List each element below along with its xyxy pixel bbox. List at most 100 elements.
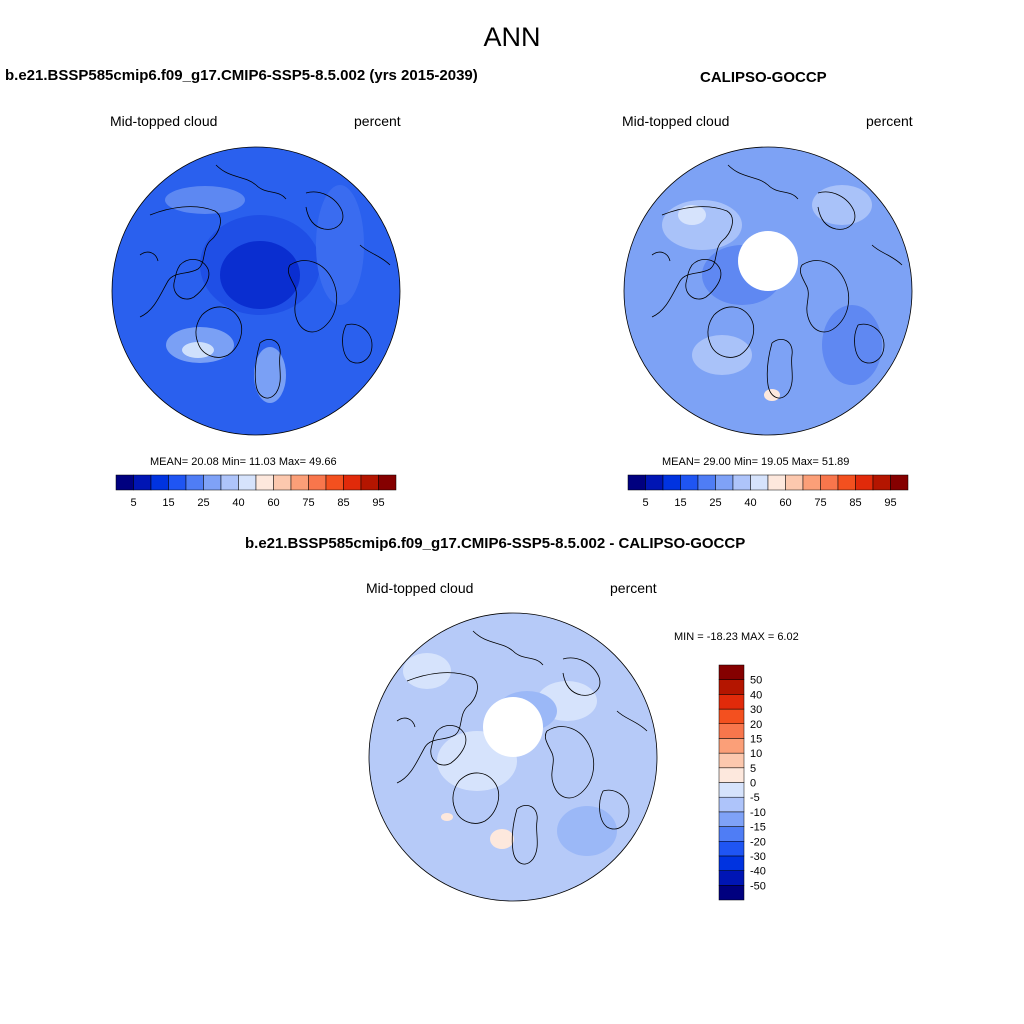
map-boundary: [111, 146, 401, 436]
panel3-polar-map: [368, 612, 658, 902]
colorbar-swatch: [802, 474, 821, 491]
colorbar-tick-label: 0: [750, 778, 756, 790]
map-contour-patch: [678, 205, 706, 225]
colorbar-swatch: [325, 474, 344, 491]
panel2-colorbar: 5 15 25 40 60 75 85 95: [627, 474, 909, 509]
coastline: [651, 251, 671, 262]
colorbar-tick-label: 15: [162, 497, 174, 509]
colorbar-swatch: [767, 474, 786, 491]
map-boundary: [368, 612, 658, 902]
colorbar-swatch: [718, 855, 745, 871]
colorbar-swatch: [750, 474, 769, 491]
colorbar-swatch: [718, 752, 745, 769]
map-boundary: [623, 146, 913, 436]
coastline: [544, 726, 595, 799]
panel2-polar-map: [623, 146, 913, 436]
colorbar-tick-label: 75: [814, 497, 826, 509]
coastline: [305, 191, 344, 230]
colorbar-tick-label: 5: [750, 763, 756, 775]
map-contour-patch: [441, 813, 453, 821]
coastline: [195, 306, 242, 358]
colorbar-swatch: [680, 474, 699, 491]
map-contour-patch: [662, 200, 742, 250]
colorbar-swatch: [718, 885, 745, 901]
colorbar-tick-label: 40: [750, 689, 762, 701]
colorbar-tick-label: 5: [642, 497, 648, 509]
colorbar-swatch: [697, 474, 716, 491]
coastline: [599, 789, 630, 830]
colorbar-tick-label: -10: [750, 807, 766, 819]
map-contour-patch: [822, 305, 882, 385]
panel3-variable-label: Mid-topped cloud: [366, 580, 474, 596]
coastline: [173, 259, 210, 300]
missing-data-pole: [738, 231, 798, 291]
panel1-polar-map: [111, 146, 401, 436]
colorbar-swatch: [718, 841, 745, 857]
colorbar-swatch: [627, 474, 646, 491]
colorbar-tick-label: 25: [709, 497, 721, 509]
coastline: [359, 244, 391, 266]
colorbar-swatch: [732, 474, 751, 491]
colorbar-swatch: [203, 474, 222, 491]
coastline: [472, 630, 544, 666]
colorbar-swatch: [718, 738, 745, 754]
colorbar-swatch: [115, 474, 134, 491]
map-contour-patch: [220, 241, 300, 309]
colorbar-swatch: [718, 679, 745, 695]
coastline: [396, 717, 416, 728]
coastline: [871, 244, 903, 266]
colorbar-swatch: [718, 796, 745, 813]
colorbar-swatch: [238, 474, 257, 491]
colorbar-swatch: [360, 474, 379, 491]
coastline: [562, 657, 601, 696]
coastline: [452, 772, 499, 824]
coastline: [799, 260, 850, 333]
colorbar-swatch: [185, 474, 204, 491]
colorbar-swatch: [645, 474, 664, 491]
colorbar-swatch: [255, 474, 274, 491]
colorbar-tick-label: 60: [779, 497, 791, 509]
panel2-units-label: percent: [866, 113, 913, 129]
colorbar-tick-label: -30: [750, 851, 766, 863]
map-contour-patch: [692, 335, 752, 375]
map-contour-patch: [316, 185, 364, 305]
colorbar-tick-label: 95: [372, 497, 384, 509]
map-contour-patch: [403, 653, 451, 689]
colorbar-swatch: [662, 474, 681, 491]
colorbar-tick-label: -15: [750, 822, 766, 834]
colorbar-swatch: [718, 782, 745, 798]
colorbar-tick-label: -20: [750, 836, 766, 848]
colorbar-swatch: [718, 826, 745, 842]
colorbar-swatch: [872, 474, 891, 491]
map-contour-patch: [557, 806, 617, 856]
panel2-stats: MEAN= 29.00 Min= 19.05 Max= 51.89: [662, 456, 850, 468]
colorbar-swatch: [273, 474, 292, 491]
colorbar-tick-label: 30: [750, 704, 762, 716]
colorbar-tick-label: -50: [750, 880, 766, 892]
colorbar-tick-label: 85: [849, 497, 861, 509]
panel3-title: b.e21.BSSP585cmip6.f09_g17.CMIP6-SSP5-8.…: [245, 535, 746, 552]
coastline: [817, 191, 856, 230]
panel1-variable-label: Mid-topped cloud: [110, 113, 218, 129]
colorbar-swatch: [343, 474, 362, 491]
colorbar-tick-label: -5: [750, 792, 760, 804]
colorbar-swatch: [168, 474, 187, 491]
panel1-units-label: percent: [354, 113, 401, 129]
map-contour-patch: [812, 185, 872, 225]
panel3-stats: MIN = -18.23 MAX = 6.02: [674, 631, 799, 643]
colorbar-tick-label: 95: [884, 497, 896, 509]
coastline: [707, 306, 754, 358]
panel3-units-label: percent: [610, 580, 657, 596]
colorbar-tick-label: 10: [750, 748, 762, 760]
panel1-colorbar: 5 15 25 40 60 75 85 95: [115, 474, 397, 509]
colorbar-swatch: [718, 694, 745, 710]
colorbar-swatch: [820, 474, 839, 491]
colorbar-swatch: [715, 474, 734, 491]
colorbar-tick-label: 60: [267, 497, 279, 509]
main-title: ANN: [483, 22, 541, 52]
colorbar-swatch: [785, 474, 804, 491]
coastline: [511, 805, 538, 865]
coastline: [287, 260, 338, 333]
coastline: [651, 206, 733, 318]
